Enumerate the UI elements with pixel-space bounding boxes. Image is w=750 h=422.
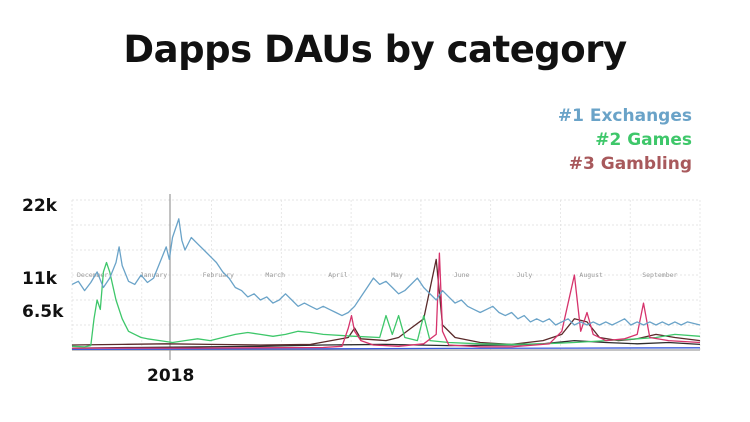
chart-legend: #1 Exchanges #2 Games #3 Gambling <box>558 104 692 176</box>
series-line-0 <box>71 218 701 326</box>
legend-item-gambling: #3 Gambling <box>568 154 692 174</box>
month-label: December <box>77 271 108 279</box>
series-line-4 <box>71 339 701 349</box>
legend-item-exchanges: #1 Exchanges <box>557 106 692 126</box>
month-label: February <box>203 271 234 279</box>
y-tick-label-22k: 22k <box>22 196 57 216</box>
series-line-3 <box>71 258 701 346</box>
x-marker-label-2018: 2018 <box>147 366 195 386</box>
series-line-2 <box>72 252 701 349</box>
series-line-5 <box>71 347 701 351</box>
month-label: May <box>391 271 403 279</box>
month-label: January <box>140 271 167 279</box>
month-label: March <box>265 271 285 279</box>
month-label: August <box>579 271 603 279</box>
y-tick-label-6-5k: 6.5k <box>22 302 64 322</box>
month-label: September <box>642 271 677 279</box>
month-label: July <box>517 271 533 279</box>
month-label: June <box>454 271 470 279</box>
chart-title: Dapps DAUs by category <box>123 28 627 71</box>
month-label: April <box>328 271 348 279</box>
y-tick-label-11k: 11k <box>22 269 57 289</box>
series-line-1 <box>71 261 701 348</box>
legend-item-games: #2 Games <box>595 130 692 150</box>
